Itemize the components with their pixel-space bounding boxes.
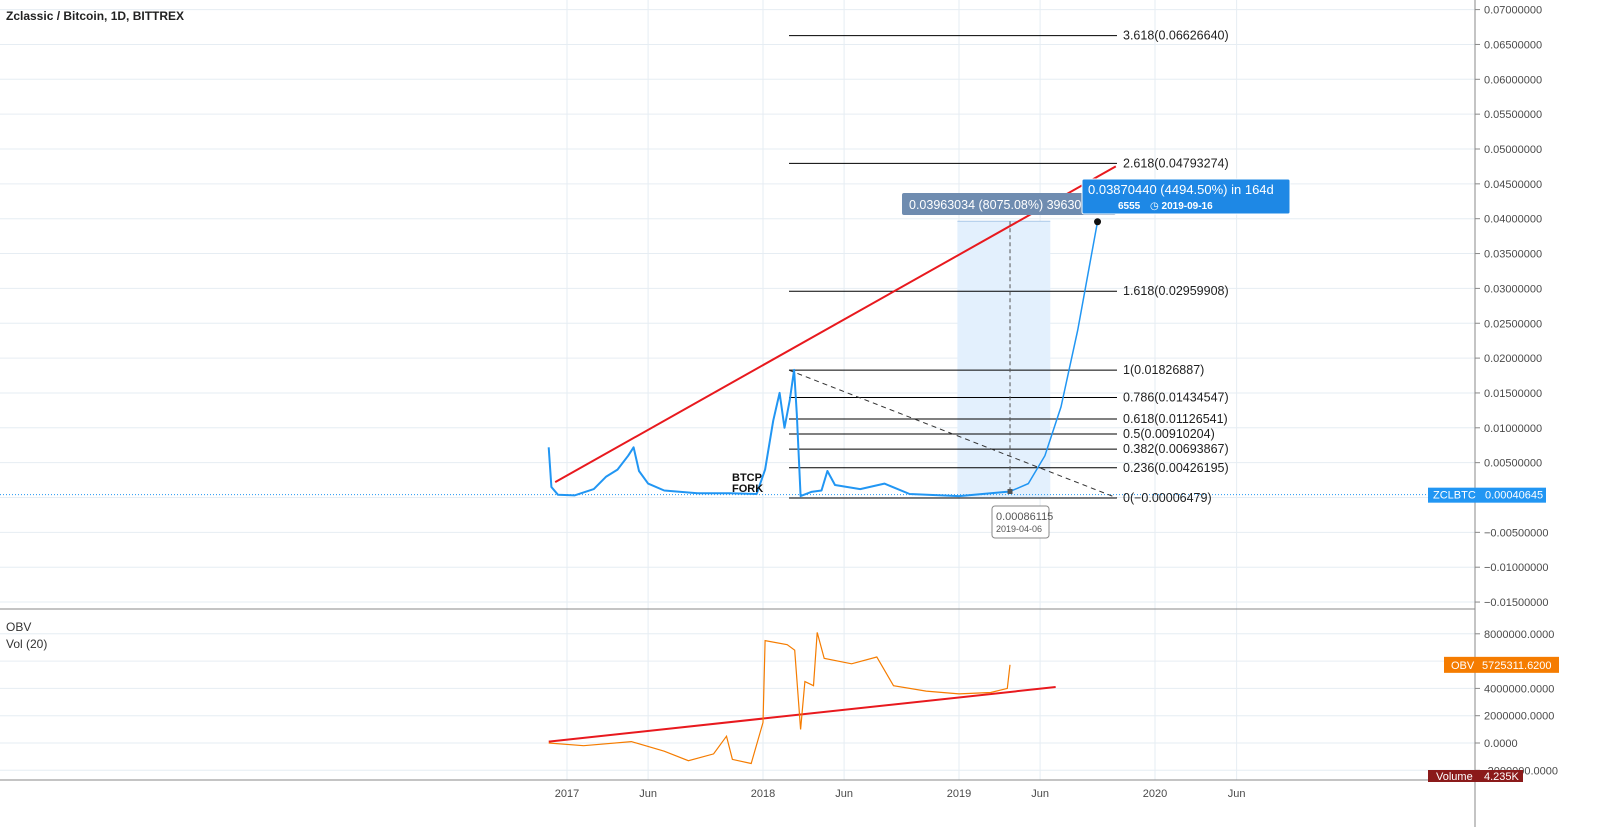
fib-level-label: 2.618(0.04793274) [1123,156,1229,170]
price-tick-label: 0.04000000 [1484,214,1542,226]
point-tooltip-date: 2019-04-06 [996,524,1042,534]
projection-end-marker[interactable] [1094,218,1102,226]
point-tooltip-value: 0.00086115 [996,511,1053,523]
price-tick-label: −0.01000000 [1484,562,1549,574]
price-tick-label: 0.03000000 [1484,283,1542,295]
price-tick-label: 0.02500000 [1484,318,1542,330]
fib-level-label: 0(−0.00006479) [1123,491,1212,505]
price-tick-label: −0.01500000 [1484,597,1549,609]
price-tick-label: 0.06500000 [1484,39,1542,51]
price-axis[interactable]: 0.07000000 0.06500000 0.06000000 0.05500000… [1475,5,1549,609]
point-tooltip-box [991,505,1050,539]
indicator-vol-label[interactable]: Vol (20) [6,637,47,651]
callout-gray-text: 0.03963034 (8075.08%) 3963034 [909,198,1095,212]
callout-blue-box [1081,178,1291,215]
callout-gray: 0.03963034 (8075.08%) 3963034 [902,193,1116,215]
time-tick-label: Jun [1031,788,1049,800]
volume-badge-bg [1428,770,1523,782]
fib-level-label: 0.236(0.00426195) [1123,461,1229,475]
fib-retracement[interactable]: 3.618(0.06626640) 2.618(0.04793274) 1.618(… [789,29,1229,505]
indicator-obv-label[interactable]: OBV [6,620,31,634]
time-tick-label: 2019 [947,788,971,800]
volume-badge-value: 4.235K [1484,771,1520,783]
point-tooltip: 0.00086115 2019-04-06 [991,505,1053,539]
obv-badge-value: 5725311.6200 [1482,660,1552,672]
current-price-badge: ZCLBTC 0.00040645 [1428,487,1546,503]
fib-level-label: 0.382(0.00693867) [1123,442,1229,456]
range-box-fill [957,221,1051,498]
obv-axis[interactable]: 8000000.00006000000.00004000000.00002000… [1475,629,1558,778]
obv-tick-label: 0.0000 [1484,738,1518,750]
price-tick-label: −0.00500000 [1484,527,1549,539]
time-tick-label: 2017 [555,788,579,800]
obv-series-line [548,632,1011,765]
fib-level-label: 1.618(0.02959908) [1123,284,1229,298]
price-trendline[interactable] [554,165,1117,484]
fib-diagonal [788,369,1118,499]
projection-start-marker[interactable] [1007,488,1013,494]
fib-level-label: 0.618(0.01126541) [1123,412,1228,426]
fib-level-label: 1(0.01826887) [1123,363,1204,377]
time-tick-label: 2018 [751,788,775,800]
obv-tick-label: 2000000.0000 [1484,711,1554,723]
obv-badge: OBV 5725311.6200 [1444,656,1559,673]
price-tick-label: 0.03500000 [1484,249,1542,261]
price-tick-label: 0.04500000 [1484,179,1542,191]
price-tick-label: 0.01500000 [1484,388,1542,400]
chart-title: Zclassic / Bitcoin, 1D, BITTREX [6,9,184,23]
obv-tick-label: 4000000.0000 [1484,683,1554,695]
price-tick-label: 0.07000000 [1484,5,1542,17]
callout-blue: 0.03870440 (4494.50%) in 164d 6555 ◷ 201… [1081,178,1291,215]
btcp-fork-label-line2: FORK [732,483,763,495]
obv-badge-label: OBV [1451,660,1475,672]
time-tick-label: Jun [835,788,853,800]
callout-gray-box [902,193,1116,215]
callout-blue-subtext-left: 6555 [1118,201,1141,212]
volume-badge-label: Volume [1436,771,1473,783]
btcp-fork-label-line1: BTCP [732,472,762,484]
price-tick-label: 0.06000000 [1484,74,1542,86]
time-tick-label: Jun [1228,788,1246,800]
fib-level-label: 0.786(0.01434547) [1123,391,1229,405]
current-price-symbol: ZCLBTC [1433,490,1476,502]
price-series-line [547,368,1011,498]
fib-level-label: 3.618(0.06626640) [1123,29,1229,43]
fib-level-label: 0.5(0.00910204) [1123,427,1215,441]
current-price-value: 0.00040645 [1485,490,1543,502]
current-price-badge-bg [1428,487,1546,503]
time-tick-label: Jun [639,788,657,800]
grid [0,0,1475,780]
price-range-measure[interactable] [957,220,1051,498]
volume-badge: Volume 4.235K [1428,770,1523,783]
time-tick-label: 2020 [1143,788,1167,800]
time-axis[interactable]: 2017 Jun 2018 Jun 2019 Jun 2020 Jun [555,788,1246,800]
projection-curve[interactable] [1009,221,1099,493]
obv-badge-bg [1444,656,1559,673]
callout-blue-text: 0.03870440 (4494.50%) in 164d [1088,182,1274,197]
callout-blue-subtext-right: ◷ 2019-09-16 [1150,201,1213,212]
price-tick-label: 0.05000000 [1484,144,1542,156]
price-tick-label: 0.05500000 [1484,109,1542,121]
price-tick-label: 0.02000000 [1484,353,1542,365]
price-tick-label: 0.01000000 [1484,423,1542,435]
price-tick-label: 0.00500000 [1484,458,1542,470]
obv-tick-label: 8000000.0000 [1484,629,1554,641]
